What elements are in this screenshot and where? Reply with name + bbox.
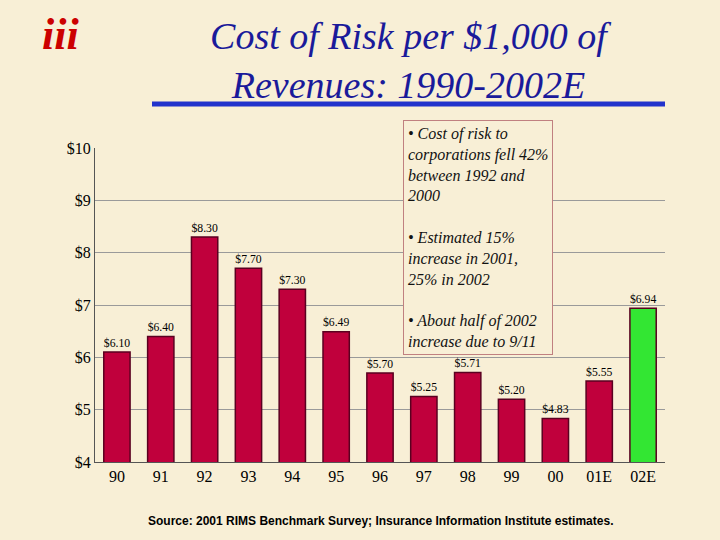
svg-text:91: 91 bbox=[153, 468, 169, 485]
svg-text:$5.25: $5.25 bbox=[411, 381, 437, 394]
svg-text:$7.30: $7.30 bbox=[279, 274, 305, 287]
svg-text:$10: $10 bbox=[67, 140, 91, 157]
svg-text:$4: $4 bbox=[75, 454, 91, 471]
svg-text:$5.20: $5.20 bbox=[498, 384, 524, 397]
svg-text:$6.94: $6.94 bbox=[630, 293, 656, 306]
svg-text:$4.83: $4.83 bbox=[542, 403, 568, 416]
svg-text:93: 93 bbox=[240, 468, 256, 485]
svg-text:$5.71: $5.71 bbox=[455, 357, 481, 370]
svg-text:$6.10: $6.10 bbox=[104, 337, 130, 350]
svg-text:• Cost of risk tocorporations: • Cost of risk tocorporations fell 42%be… bbox=[408, 125, 548, 350]
svg-text:$8: $8 bbox=[75, 244, 91, 261]
svg-text:$5.55: $5.55 bbox=[586, 366, 612, 379]
svg-text:98: 98 bbox=[460, 468, 476, 485]
svg-text:$9: $9 bbox=[75, 192, 91, 209]
svg-text:99: 99 bbox=[504, 468, 520, 485]
svg-text:01E: 01E bbox=[586, 468, 612, 485]
svg-text:Source: 2001 RIMS Benchmark Su: Source: 2001 RIMS Benchmark Survey; Insu… bbox=[148, 514, 613, 528]
svg-text:Cost of Risk per $1,000 ofReve: Cost of Risk per $1,000 ofRevenues: 1990… bbox=[210, 15, 611, 106]
svg-text:$6: $6 bbox=[75, 349, 91, 366]
svg-text:$6.40: $6.40 bbox=[148, 321, 174, 334]
svg-text:95: 95 bbox=[328, 468, 344, 485]
svg-text:$5.70: $5.70 bbox=[367, 358, 393, 371]
svg-text:97: 97 bbox=[416, 468, 432, 485]
svg-text:$8.30: $8.30 bbox=[191, 222, 217, 235]
svg-text:94: 94 bbox=[284, 468, 300, 485]
svg-text:96: 96 bbox=[372, 468, 388, 485]
svg-text:$6.49: $6.49 bbox=[323, 316, 349, 329]
svg-text:92: 92 bbox=[197, 468, 213, 485]
svg-text:$7: $7 bbox=[75, 297, 91, 314]
svg-text:00: 00 bbox=[547, 468, 563, 485]
svg-text:$7.70: $7.70 bbox=[235, 253, 261, 266]
svg-text:90: 90 bbox=[109, 468, 125, 485]
svg-text:iii: iii bbox=[42, 10, 79, 59]
svg-text:$5: $5 bbox=[75, 401, 91, 418]
svg-text:02E: 02E bbox=[630, 468, 656, 485]
